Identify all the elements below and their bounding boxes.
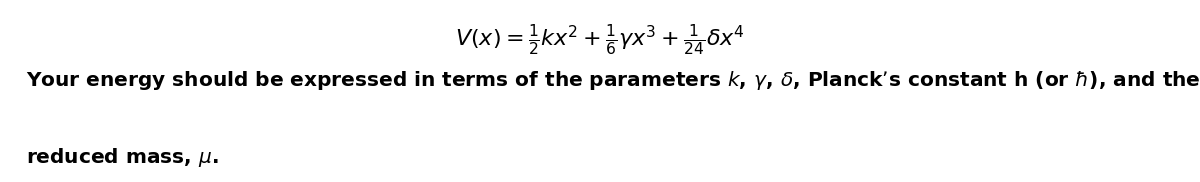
- Text: Your energy should be expressed in terms of the parameters $k$, $\gamma$, $\delt: Your energy should be expressed in terms…: [26, 69, 1200, 92]
- Text: $V(x) = \frac{1}{2}kx^2 + \frac{1}{6}\gamma x^3 + \frac{1}{24}\delta x^4$: $V(x) = \frac{1}{2}kx^2 + \frac{1}{6}\ga…: [455, 22, 745, 57]
- Text: reduced mass, $\mu$.: reduced mass, $\mu$.: [26, 146, 220, 169]
